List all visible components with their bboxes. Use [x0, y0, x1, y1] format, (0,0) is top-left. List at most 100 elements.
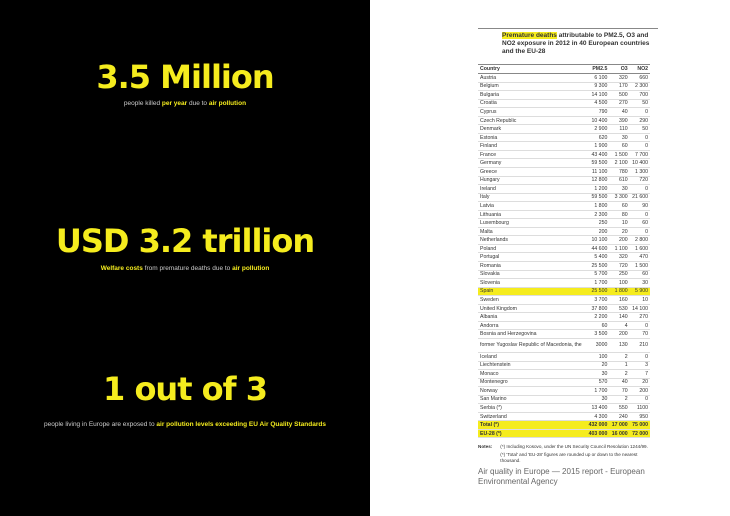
cell-value: 660: [629, 73, 650, 83]
caption-text: people living in Europe are exposed to: [44, 421, 157, 428]
notes-label: Notes:: [478, 444, 493, 450]
cell-value: 170: [609, 82, 630, 92]
cell-country: Greece: [478, 167, 587, 177]
cell-value: 950: [629, 412, 650, 422]
table-row: Finland 1 900 60 0: [478, 141, 650, 151]
title-rest: attributable to PM2.5, O3 and NO2 exposu…: [502, 32, 650, 55]
cell-value: 14 100: [629, 304, 650, 314]
cell-value: 100: [586, 352, 610, 362]
cell-value: 16 000: [609, 429, 630, 439]
cell-value: 1 300: [629, 167, 650, 177]
cell-value: 1 800: [586, 201, 610, 211]
table-row: San Marino 30 2 0: [478, 395, 650, 405]
table-row: Bulgaria 14 100 500 700: [478, 90, 650, 100]
cell-country: Germany: [478, 158, 587, 168]
cell-country: Croatia: [478, 99, 587, 109]
cell-value: 30: [629, 278, 650, 288]
table-row: Slovenia 1 700 100 30: [478, 278, 650, 288]
cell-value: 7 700: [629, 150, 650, 160]
cell-value: 2: [609, 369, 630, 379]
cell-value: 2 800: [629, 235, 650, 245]
col-header: Country: [478, 64, 587, 74]
table-row: Iceland 100 2 0: [478, 352, 650, 362]
table-row: Ireland 1 200 30 0: [478, 184, 650, 194]
table-row: Switzerland 4 300 240 950: [478, 412, 650, 422]
table-title: Premature deaths attributable to PM2.5, …: [478, 28, 658, 56]
cell-value: 1 600: [629, 244, 650, 254]
table-row: Croatia 4 500 270 50: [478, 99, 650, 109]
cell-country: Albania: [478, 312, 587, 322]
cell-country: Bulgaria: [478, 90, 587, 100]
cell-value: 2: [609, 395, 630, 405]
cell-country: Finland: [478, 141, 587, 151]
cell-value: 0: [629, 395, 650, 405]
note: (*) Including Kosovo, under the UN Secur…: [500, 444, 648, 450]
cell-value: 59 500: [586, 193, 610, 203]
cell-value: 2 200: [586, 312, 610, 322]
table-row: Germany 59 500 2 100 10 400: [478, 158, 650, 168]
table-row: Portugal 5 400 320 470: [478, 252, 650, 263]
table-row: Bosnia and Herzegovina 3 500 200 70: [478, 329, 650, 339]
cell-country: Slovenia: [478, 278, 587, 288]
cell-value: 3 500: [586, 329, 610, 339]
table-row: Romania 25 500 720 1 500: [478, 261, 650, 271]
table-row: Montenegro 570 40 20: [478, 378, 650, 388]
cell-country: Slovakia: [478, 270, 587, 280]
deaths-table-panel: Premature deaths attributable to PM2.5, …: [478, 28, 658, 487]
title-highlight: Premature deaths: [502, 32, 557, 39]
cell-country: Romania: [478, 261, 587, 271]
table-row: France 43 400 1 500 7 700: [478, 150, 650, 160]
cell-value: 10: [629, 295, 650, 305]
cell-value: 50: [629, 99, 650, 109]
cell-value: 1: [609, 361, 630, 371]
cell-value: 550: [609, 403, 630, 413]
cell-country: Sweden: [478, 295, 587, 305]
cell-country: Latvia: [478, 201, 587, 211]
cell-value: 44 600: [586, 244, 610, 254]
cell-value: 90: [629, 201, 650, 211]
stat-caption: people living in Europe are exposed to a…: [0, 421, 370, 428]
cell-value: 1 800: [609, 287, 630, 297]
cell-country: United Kingdom: [478, 304, 587, 314]
cell-value: 21 600: [629, 193, 650, 203]
cell-value: 700: [629, 90, 650, 100]
cell-value: 270: [609, 99, 630, 109]
table-row: Latvia 1 800 60 90: [478, 201, 650, 211]
cell-value: 470: [629, 252, 650, 263]
cell-value: 17 000: [609, 420, 630, 430]
cell-value: 250: [609, 270, 630, 280]
note: (*) 'Total' and 'EU-28' figures are roun…: [500, 452, 638, 464]
cell-country: Italy: [478, 193, 587, 203]
stat-headline: 1 out of 3: [103, 370, 268, 408]
cell-value: 320: [609, 73, 630, 83]
col-header: PM2.5: [586, 64, 610, 74]
table-row: Hungary 12 800 610 720: [478, 176, 650, 186]
cell-value: 100: [609, 278, 630, 288]
table-row: Luxembourg 250 10 60: [478, 218, 650, 228]
table-row: Malta 200 20 0: [478, 227, 650, 237]
notes: Notes: (*) Including Kosovo, under the U…: [478, 444, 658, 464]
cell-country: Cyprus: [478, 107, 587, 117]
caption-text: from premature deaths due to: [142, 265, 233, 272]
col-header: O3: [609, 64, 630, 74]
cell-value: 200: [609, 329, 630, 339]
cell-value: 20: [629, 378, 650, 388]
cell-value: 75 000: [629, 420, 650, 430]
cell-value: 5 700: [586, 270, 610, 280]
caption-bold: Welfare costs: [100, 265, 143, 272]
cell-value: 1 500: [629, 261, 650, 271]
table-row: Andorra 60 4 0: [478, 321, 650, 331]
cell-country: Austria: [478, 73, 587, 83]
cell-country: San Marino: [478, 395, 587, 405]
cell-country: Netherlands: [478, 235, 587, 245]
cell-value: 2: [609, 352, 630, 362]
cell-country: Total (*): [478, 420, 587, 430]
table-row: Monaco 30 2 7: [478, 369, 650, 379]
cell-value: 270: [629, 312, 650, 322]
cell-country: Czech Republic: [478, 116, 587, 126]
table-row: Netherlands 10 100 200 2 800: [478, 235, 650, 245]
cell-value: 720: [609, 261, 630, 271]
cell-country: Lithuania: [478, 210, 587, 220]
caption-bold: per year: [161, 100, 188, 107]
cell-value: 1 900: [586, 141, 610, 151]
